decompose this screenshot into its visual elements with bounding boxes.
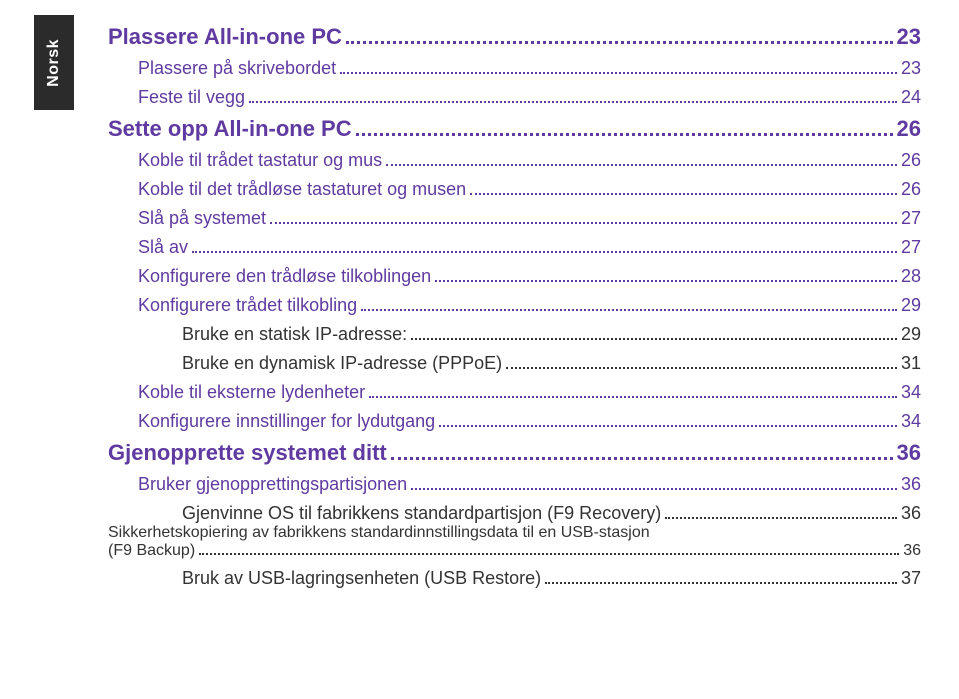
toc-page: 36 — [901, 474, 921, 495]
toc-entry: Sette opp All-in-one PC 26 — [108, 116, 921, 142]
toc-page: 24 — [901, 87, 921, 108]
leader-dots — [411, 338, 897, 340]
leader-dots — [361, 309, 897, 311]
toc-page: 26 — [897, 116, 921, 142]
toc-entry: Konfigurere den trådløse tilkoblingen 28 — [108, 266, 921, 287]
toc-title: Plassere All-in-one PC — [108, 24, 342, 50]
toc-entry: Bruker gjenopprettingspartisjonen 36 — [108, 474, 921, 495]
toc-entry: Koble til det trådløse tastaturet og mus… — [108, 179, 921, 200]
toc-title: Konfigurere trådet tilkobling — [138, 295, 357, 316]
leader-dots — [369, 396, 897, 398]
toc-entry: Bruk av USB-lagringsenheten (USB Restore… — [108, 568, 921, 589]
toc-page: 34 — [901, 382, 921, 403]
toc-page: 36 — [901, 503, 921, 524]
leader-dots — [346, 41, 893, 44]
toc-entry: Slå av 27 — [108, 237, 921, 258]
toc-title: Gjenvinne OS til fabrikkens standardpart… — [182, 503, 661, 524]
leader-dots — [665, 517, 897, 519]
toc-entry: Gjenvinne OS til fabrikkens standardpart… — [108, 503, 921, 524]
leader-dots — [506, 367, 897, 369]
toc-title: Bruk av USB-lagringsenheten (USB Restore… — [182, 568, 541, 589]
toc-entry: Plassere All-in-one PC 23 — [108, 24, 921, 50]
toc-title: Bruke en dynamisk IP-adresse (PPPoE) — [182, 353, 502, 374]
leader-dots — [356, 133, 893, 136]
toc-page: 36 — [897, 440, 921, 466]
leader-dots — [340, 72, 897, 74]
leader-dots — [192, 251, 897, 253]
toc-entry-multiline: Sikkerhetskopiering av fabrikkens standa… — [108, 524, 921, 560]
toc-entry: Gjenopprette systemet ditt 36 — [108, 440, 921, 466]
toc-title: Sette opp All-in-one PC — [108, 116, 352, 142]
toc-title: Koble til trådet tastatur og mus — [138, 150, 382, 171]
leader-dots — [199, 553, 899, 555]
toc-entry: Koble til trådet tastatur og mus 26 — [108, 150, 921, 171]
leader-dots — [386, 164, 897, 166]
toc-title: Konfigurere innstillinger for lydutgang — [138, 411, 435, 432]
toc-title: Koble til det trådløse tastaturet og mus… — [138, 179, 466, 200]
toc-title: Slå av — [138, 237, 188, 258]
toc-title: Feste til vegg — [138, 87, 245, 108]
leader-dots — [249, 101, 897, 103]
leader-dots — [435, 280, 897, 282]
toc-entry: Koble til eksterne lydenheter 34 — [108, 382, 921, 403]
toc-page: 27 — [901, 208, 921, 229]
toc-title: Plassere på skrivebordet — [138, 58, 336, 79]
toc-page: 31 — [901, 353, 921, 374]
toc-page: 29 — [901, 324, 921, 345]
toc-page: 29 — [901, 295, 921, 316]
leader-dots — [470, 193, 897, 195]
toc-page: 28 — [901, 266, 921, 287]
leader-dots — [439, 425, 897, 427]
toc-entry: Feste til vegg 24 — [108, 87, 921, 108]
toc-entry: Konfigurere innstillinger for lydutgang … — [108, 411, 921, 432]
toc-title: Slå på systemet — [138, 208, 266, 229]
toc-entry: Bruke en dynamisk IP-adresse (PPPoE) 31 — [108, 353, 921, 374]
toc-page: 23 — [897, 24, 921, 50]
toc-page: 34 — [901, 411, 921, 432]
leader-dots — [270, 222, 897, 224]
toc-entry: Plassere på skrivebordet 23 — [108, 58, 921, 79]
toc-title: Bruke en statisk IP-adresse: — [182, 324, 407, 345]
toc-page: 27 — [901, 237, 921, 258]
toc-page: 26 — [901, 179, 921, 200]
language-label: Norsk — [45, 39, 63, 87]
toc-title: Bruker gjenopprettingspartisjonen — [138, 474, 407, 495]
toc-title-line1: Sikkerhetskopiering av fabrikkens standa… — [108, 524, 921, 542]
leader-dots — [391, 457, 893, 460]
leader-dots — [545, 582, 897, 584]
toc-page: 36 — [903, 542, 921, 560]
toc-title: Konfigurere den trådløse tilkoblingen — [138, 266, 431, 287]
toc-title: Gjenopprette systemet ditt — [108, 440, 387, 466]
toc-entry: Konfigurere trådet tilkobling 29 — [108, 295, 921, 316]
toc-page: 26 — [901, 150, 921, 171]
toc-entry: Slå på systemet 27 — [108, 208, 921, 229]
toc-entry: Bruke en statisk IP-adresse: 29 — [108, 324, 921, 345]
toc-title-line2: (F9 Backup) — [108, 542, 195, 560]
toc-page: 23 — [901, 58, 921, 79]
toc-page: 37 — [901, 568, 921, 589]
toc-title: Koble til eksterne lydenheter — [138, 382, 365, 403]
language-side-tab: Norsk — [34, 15, 74, 110]
leader-dots — [411, 488, 897, 490]
table-of-contents: Plassere All-in-one PC 23 Plassere på sk… — [108, 16, 921, 589]
